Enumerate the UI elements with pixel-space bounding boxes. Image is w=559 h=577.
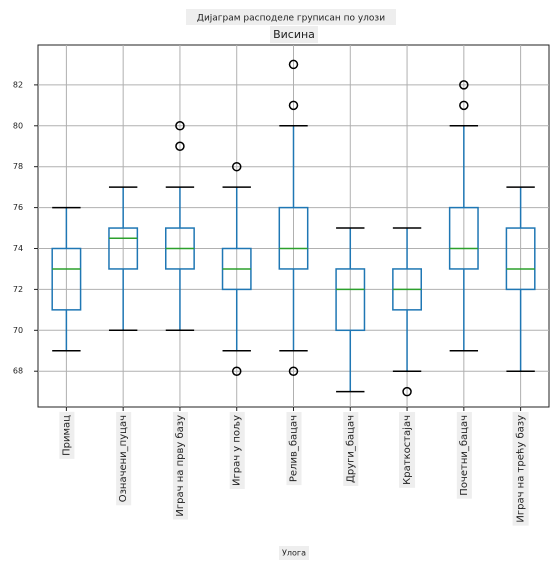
x-tick-label-bg	[343, 412, 359, 486]
y-tick-label: 70	[13, 326, 23, 335]
x-tick-label-bg	[456, 412, 472, 499]
flier	[231, 161, 242, 172]
box	[108, 227, 139, 270]
flier	[231, 366, 242, 376]
chart-subtitle: Висина	[273, 28, 315, 41]
subtitle-bg	[270, 26, 318, 43]
x-tick-label: Играч на трећу базу	[515, 415, 527, 523]
x-tick-label-bg	[512, 411, 529, 526]
x-tick-label-bg	[229, 411, 245, 489]
box	[51, 247, 82, 311]
x-tick-label: Означени_пуцач	[118, 415, 129, 502]
y-tick-label: 82	[13, 80, 23, 89]
title-bg	[186, 9, 396, 25]
x-tick-label-bg	[172, 411, 188, 520]
x-tick-label: Почетни_бацач	[459, 415, 470, 496]
x-tick-label: Играч у пољу	[232, 415, 243, 486]
y-tick-label: 74	[13, 244, 23, 253]
flier	[175, 141, 185, 151]
x-tick-label-bg	[59, 411, 75, 459]
flier	[288, 59, 299, 70]
x-label-bg	[279, 546, 309, 560]
x-axis-label: Улога	[282, 549, 306, 558]
box	[448, 206, 479, 270]
x-tick-label: Играч на прву базу	[175, 415, 186, 517]
flier	[402, 386, 412, 397]
y-tick-label: 78	[13, 162, 23, 171]
box	[505, 227, 536, 291]
x-tick-label-bg	[116, 412, 132, 506]
y-tick-label: 76	[13, 203, 23, 212]
flier	[459, 80, 469, 90]
box	[335, 268, 366, 332]
x-tick-label-bg	[286, 412, 302, 486]
x-tick-label: Примац	[61, 415, 72, 456]
x-tick-label: Релив_бацач	[289, 415, 300, 482]
x-tick-label: Други_бацач	[345, 415, 356, 483]
y-tick-label: 80	[13, 121, 23, 130]
x-tick-label-bg	[399, 412, 416, 488]
y-tick-label: 68	[13, 367, 23, 376]
flier	[288, 100, 299, 111]
box	[278, 206, 309, 270]
flier	[175, 121, 185, 131]
y-tick-label: 72	[13, 285, 23, 294]
flier	[459, 100, 469, 111]
flier	[288, 366, 299, 376]
x-tick-label: Краткостајач	[401, 415, 413, 485]
chart-title: Дијаграм расподеле груписан по улози	[197, 14, 385, 24]
